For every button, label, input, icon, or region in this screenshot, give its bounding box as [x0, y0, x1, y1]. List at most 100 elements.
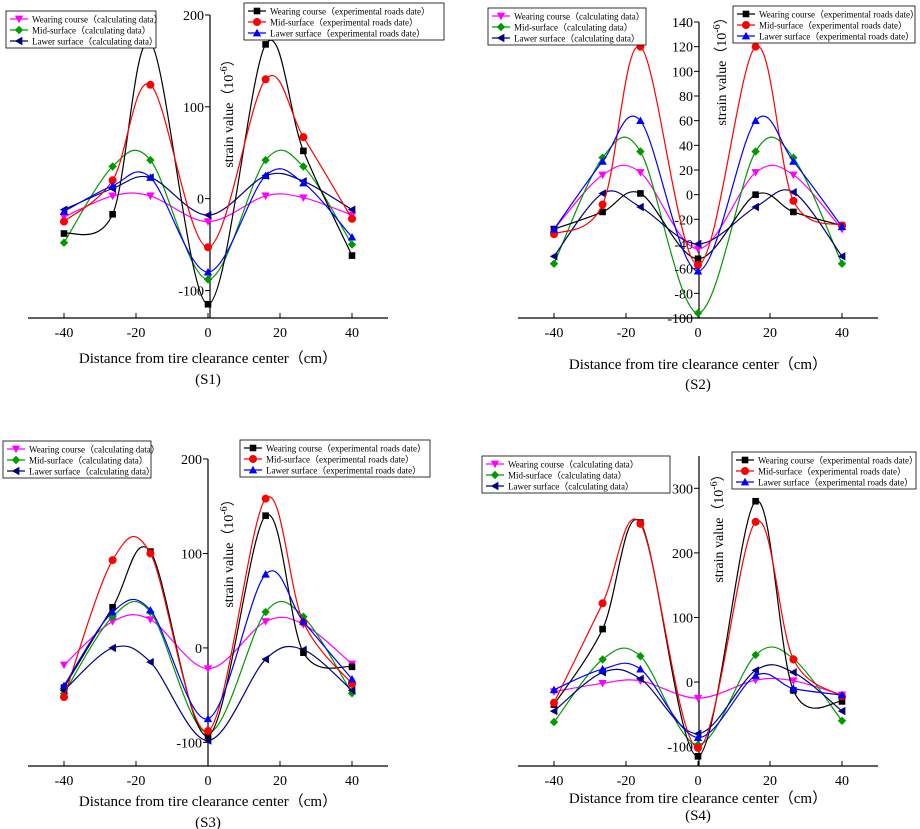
x-tick-label: -40: [55, 774, 74, 789]
data-point: [693, 733, 703, 741]
legend-label: Mid-surface（experimental roads date）: [758, 467, 906, 477]
data-point: [751, 650, 760, 660]
data-point: [598, 664, 607, 673]
legend-marker: [11, 466, 20, 476]
x-axis-label: Distance from tire clearance center（cm）: [79, 793, 337, 810]
legend-box: [487, 7, 647, 46]
data-point: [60, 230, 68, 237]
x-tick-label: 0: [695, 774, 702, 789]
data-point: [108, 192, 117, 201]
data-point: [694, 753, 702, 760]
legend-label: Mid-surface（calculating data）: [508, 471, 627, 481]
legend-marker: [490, 460, 500, 469]
legend-marker: [253, 18, 261, 26]
data-point: [752, 497, 759, 505]
data-point: [203, 210, 212, 220]
y-axis-label: strain value（10-6）: [709, 467, 727, 582]
legend-label: Lawer surface（calculating data）: [508, 482, 634, 492]
y-tick-label: 300: [672, 482, 693, 497]
data-point: [693, 729, 702, 738]
y-tick-label: -100: [667, 312, 693, 327]
data-point: [636, 202, 644, 212]
data-point: [636, 116, 645, 125]
data-point: [261, 192, 270, 201]
data-point: [60, 693, 68, 702]
data-point: [637, 190, 644, 197]
x-tick-label: 40: [345, 326, 359, 341]
legend-label: Wearing course（calculating data）: [32, 15, 163, 25]
y-tick-label: 140: [672, 16, 693, 31]
data-point: [59, 238, 69, 247]
data-point: [347, 674, 357, 683]
data-point: [262, 512, 269, 519]
data-point: [837, 252, 846, 261]
data-point: [598, 189, 606, 198]
data-point: [261, 655, 269, 664]
legend-box: [239, 439, 431, 478]
data-point: [204, 727, 212, 736]
data-point: [146, 155, 155, 165]
data-point: [146, 657, 154, 667]
data-point: [261, 607, 270, 617]
legend-marker: [253, 7, 261, 15]
data-point: [636, 652, 645, 661]
x-tick-label: 40: [835, 326, 849, 341]
y-axis-label: strain value（10-6）: [219, 492, 237, 607]
y-tick-label: 100: [672, 611, 693, 626]
data-point: [694, 743, 702, 752]
legend-box: [243, 2, 445, 41]
data-point: [203, 665, 213, 673]
y-tick-label: -100: [667, 741, 693, 756]
data-point: [59, 681, 69, 690]
x-tick-label: 0: [205, 774, 212, 789]
legend-label: Lawer surface（experimental roads date）: [270, 29, 425, 39]
data-point: [261, 75, 270, 84]
legend-box: [2, 440, 152, 479]
legend-marker: [741, 31, 751, 40]
data-point: [348, 663, 356, 671]
data-point: [599, 625, 606, 633]
x-tick-label: -20: [617, 774, 636, 789]
data-point: [751, 666, 759, 675]
x-axis-label: Distance from tire clearance center（cm）: [79, 350, 337, 367]
data-point: [299, 178, 308, 187]
data-point: [261, 155, 270, 165]
data-point: [203, 267, 213, 276]
data-point: [598, 599, 607, 608]
data-point: [59, 661, 69, 670]
data-point: [837, 222, 847, 231]
data-point: [109, 210, 116, 218]
data-point: [598, 157, 607, 165]
data-point: [837, 706, 846, 716]
data-point: [789, 655, 798, 664]
legend-marker: [741, 467, 749, 475]
data-point: [550, 698, 558, 707]
data-point: [146, 80, 155, 89]
data-point: [751, 116, 760, 125]
x-tick-label: -40: [55, 326, 74, 341]
legend-label: Lawer surface（experimental roads date）: [266, 466, 421, 476]
data-point: [203, 714, 213, 723]
y-tick-label: 100: [181, 547, 202, 562]
data-point: [549, 252, 558, 261]
data-point: [789, 171, 798, 180]
x-tick-label: -20: [617, 326, 636, 341]
y-tick-label: 0: [686, 676, 693, 691]
data-point: [108, 618, 117, 626]
legend-marker: [249, 444, 257, 452]
data-point: [204, 243, 212, 252]
legend-label: Wearing course（calculating data）: [29, 445, 160, 455]
x-tick-label: 20: [273, 774, 287, 789]
data-point: [108, 176, 117, 185]
legend-label: Mid-surface（experimental roads date）: [270, 18, 418, 28]
series-line-1: [553, 164, 843, 250]
data-point: [549, 717, 559, 727]
panel-caption: (S4): [685, 808, 711, 824]
legend-marker: [742, 21, 750, 29]
legend-label: Wearing course（experimental roads date）: [759, 10, 919, 20]
x-tick-label: 20: [273, 326, 287, 341]
legend-marker: [741, 456, 749, 464]
data-point: [636, 674, 644, 684]
data-point: [598, 171, 607, 180]
